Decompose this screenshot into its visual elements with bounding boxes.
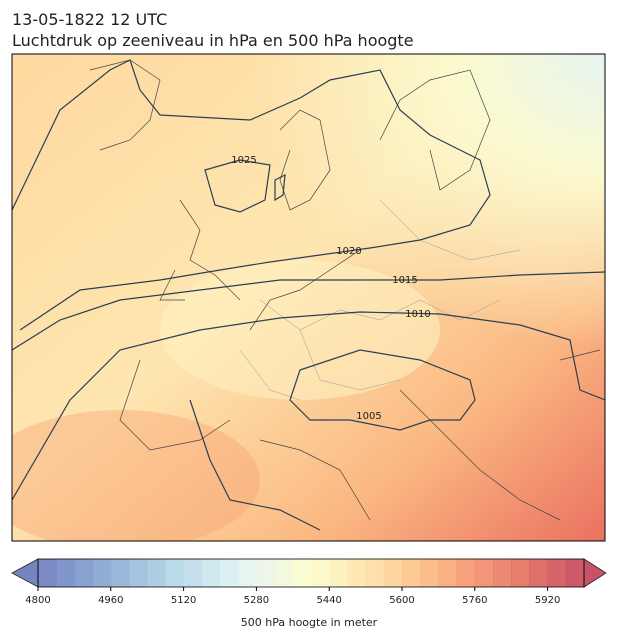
colorbar-bin [329, 559, 348, 587]
colorbar-bin [420, 559, 439, 587]
contour-labels: 1025 1020 1015 1010 1005 [231, 155, 430, 422]
colorbar-extend-high [583, 558, 607, 588]
map-frame [11, 53, 606, 542]
colorbar-bin [511, 559, 530, 587]
colorbar-bin [365, 559, 385, 587]
colorbar-label: 500 hPa hoogte in meter [241, 616, 378, 629]
colorbar-tick-label: 5120 [171, 595, 196, 606]
colorbar-bin [220, 559, 239, 587]
colorbar-bin [292, 559, 312, 587]
title: 13-05-1822 12 UTC [12, 10, 167, 29]
colorbar-bin [529, 559, 549, 587]
colorbar-bin [201, 559, 221, 587]
colorbar-tick-label: 5760 [462, 595, 487, 606]
colorbar-bin [456, 559, 476, 587]
colorbar: 4800 4960 5120 5280 5440 5600 5760 5920 500 hPa … [11, 558, 607, 629]
colorbar-bin [274, 559, 294, 587]
colorbar-bin [547, 559, 567, 587]
colorbar-bin [565, 559, 585, 587]
colorbar-bin [383, 559, 403, 587]
colorbar-bin [493, 559, 512, 587]
colorbar-bin [110, 559, 130, 587]
colorbar-tick-label: 5280 [244, 595, 269, 606]
contour-label: 1015 [392, 275, 417, 286]
colorbar-bin [74, 559, 94, 587]
colorbar-bin [38, 559, 57, 587]
contour-label: 1025 [231, 155, 256, 166]
colorbar-bin [238, 559, 257, 587]
colorbar-bin [147, 559, 166, 587]
contour-label: 1010 [405, 309, 430, 320]
colorbar-bin [256, 559, 276, 587]
subtitle: Luchtdruk op zeeniveau in hPa en 500 hPa… [12, 31, 414, 50]
colorbar-bin [347, 559, 367, 587]
colorbar-bin [56, 559, 75, 587]
colorbar-bin [311, 559, 330, 587]
colorbar-bin [92, 559, 112, 587]
colorbar-bin [165, 559, 185, 587]
colorbar-tick-label: 5920 [535, 595, 560, 606]
colorbar-frame [37, 558, 585, 588]
contour-label: 1005 [356, 411, 381, 422]
colorbar-bin [402, 559, 421, 587]
colorbar-tick-label: 4960 [98, 595, 123, 606]
map [12, 54, 605, 541]
colorbar-extend-low [11, 558, 39, 588]
colorbar-bin [438, 559, 458, 587]
contour-label: 1020 [336, 246, 361, 257]
colorbar-tick-label: 5600 [389, 595, 414, 606]
colorbar-bin [183, 559, 203, 587]
colorbar-tick-label: 4800 [25, 595, 50, 606]
colorbar-tick-label: 5440 [316, 595, 341, 606]
colorbar-bin [129, 559, 148, 587]
colorbar-bin [474, 559, 494, 587]
